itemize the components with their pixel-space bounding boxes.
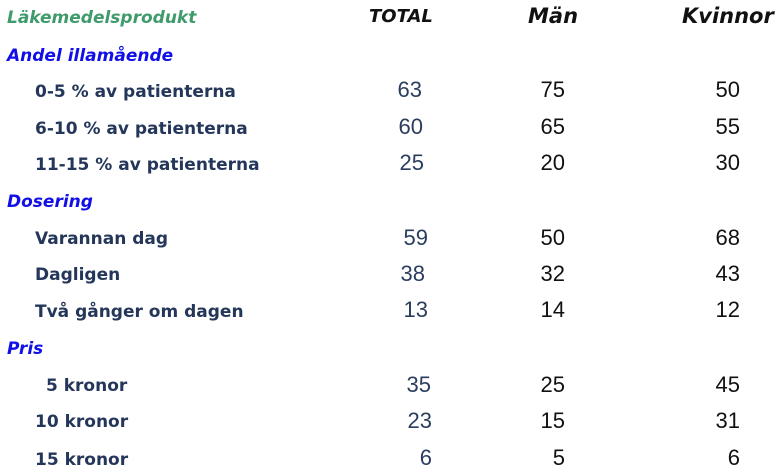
row-label: 11-15 % av patienterna bbox=[35, 155, 260, 175]
kvinnor-value: 43 bbox=[715, 261, 740, 286]
total-value: 6 bbox=[419, 445, 432, 470]
man-value: 32 bbox=[540, 261, 565, 286]
kvinnor-value: 30 bbox=[715, 150, 740, 175]
row-label: 6-10 % av patienterna bbox=[35, 119, 248, 139]
man-value: 75 bbox=[540, 77, 565, 102]
man-value: 15 bbox=[540, 408, 565, 433]
total-value: 59 bbox=[403, 225, 428, 250]
kvinnor-value: 50 bbox=[715, 77, 740, 102]
row-label: Två gånger om dagen bbox=[35, 302, 244, 322]
kvinnor-value: 6 bbox=[727, 445, 740, 470]
row-label: 10 kronor bbox=[35, 412, 129, 432]
row-label: 5 kronor bbox=[46, 376, 128, 396]
kvinnor-value: 68 bbox=[715, 225, 740, 250]
row-label: 15 kronor bbox=[35, 450, 129, 470]
section-title-pris: Pris bbox=[7, 339, 44, 359]
total-value: 35 bbox=[406, 372, 431, 397]
total-value: 60 bbox=[398, 114, 423, 139]
section-title-andel-illamaende: Andel illamående bbox=[7, 46, 174, 66]
man-value: 25 bbox=[540, 372, 565, 397]
man-value: 50 bbox=[540, 225, 565, 250]
kvinnor-value: 31 bbox=[715, 408, 740, 433]
kvinnor-value: 45 bbox=[715, 372, 740, 397]
kvinnor-value: 12 bbox=[715, 297, 740, 322]
column-header-kvinnor: Kvinnor bbox=[682, 4, 774, 28]
row-label: Varannan dag bbox=[35, 229, 169, 249]
man-value: 65 bbox=[540, 114, 565, 139]
total-value: 63 bbox=[397, 77, 422, 102]
man-value: 14 bbox=[540, 297, 565, 322]
row-label: 0-5 % av patienterna bbox=[35, 82, 236, 102]
man-value: 20 bbox=[540, 150, 565, 175]
kvinnor-value: 55 bbox=[715, 114, 740, 139]
column-header-man: Män bbox=[528, 4, 579, 28]
section-title-dosering: Dosering bbox=[7, 192, 93, 212]
man-value: 5 bbox=[552, 445, 565, 470]
row-label: Dagligen bbox=[35, 265, 121, 285]
column-header-total: TOTAL bbox=[369, 6, 433, 27]
column-header-product: Läkemedelsprodukt bbox=[7, 8, 197, 28]
total-value: 25 bbox=[399, 150, 424, 175]
total-value: 13 bbox=[403, 297, 428, 322]
total-value: 23 bbox=[407, 408, 432, 433]
total-value: 38 bbox=[400, 261, 425, 286]
